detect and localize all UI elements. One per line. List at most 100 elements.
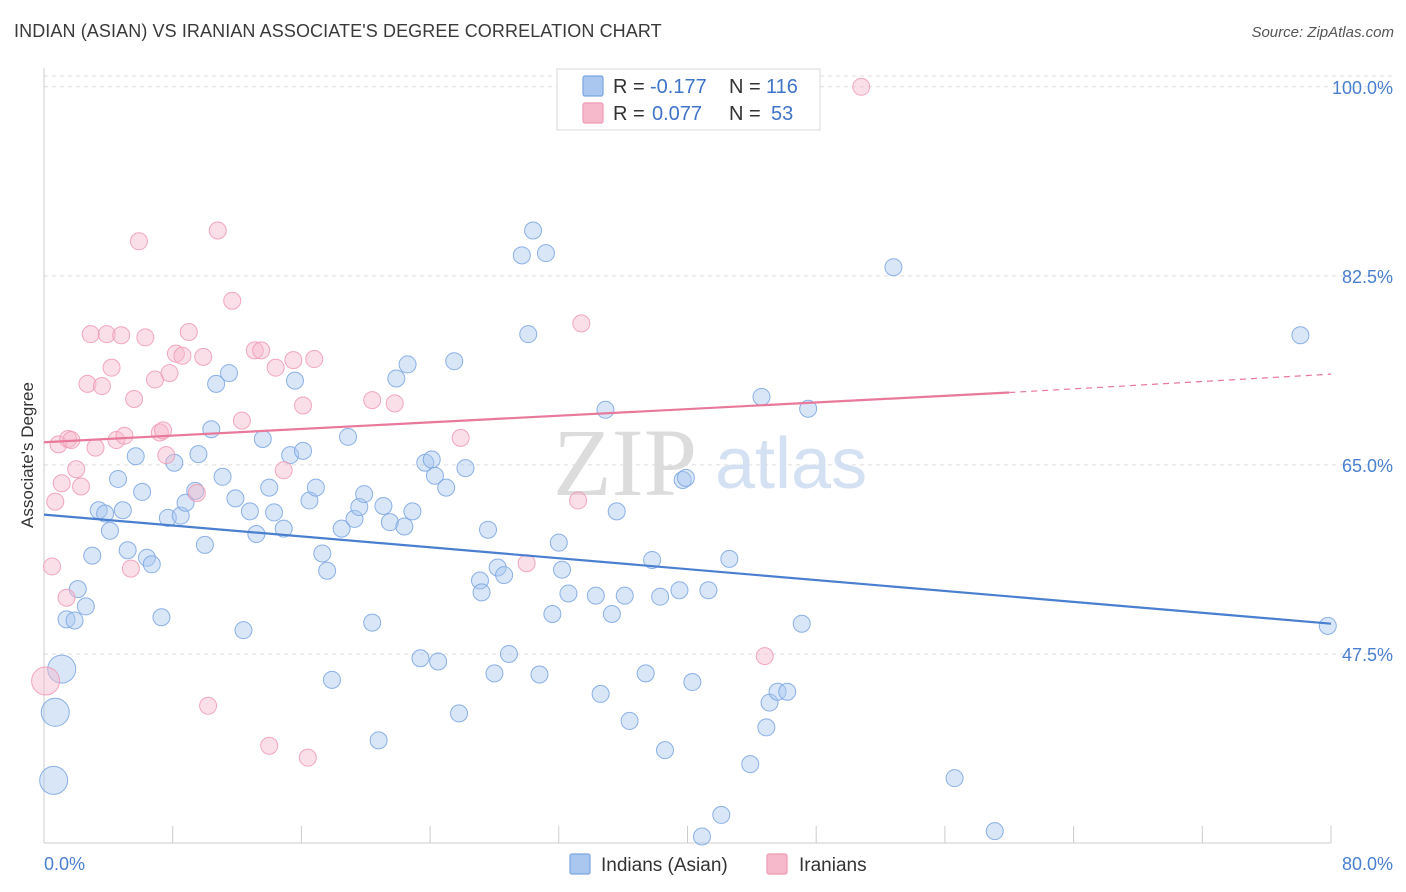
- indians-point-54: [380, 513, 399, 532]
- iranians-point-46: [363, 391, 382, 410]
- indians-point-37: [274, 519, 293, 538]
- trend-lines: [43, 373, 1332, 625]
- indians-point-87: [602, 604, 621, 623]
- indians-point-88: [607, 502, 626, 521]
- iranians-point-18: [115, 426, 134, 445]
- y-tick-label-0: 47.5%: [1342, 645, 1393, 665]
- trend-line-indians: [43, 513, 1332, 625]
- indians-point-28: [213, 467, 232, 486]
- iranians-point-32: [194, 347, 213, 366]
- indians-point-89: [615, 586, 634, 605]
- legend-swatch-iranians: [582, 102, 604, 124]
- indians-point-46: [332, 519, 351, 538]
- indians-point-64: [437, 478, 456, 497]
- indians-point-100: [699, 581, 718, 600]
- indians-point-44: [318, 561, 337, 580]
- indians-point-2: [47, 654, 77, 684]
- indians-point-12: [113, 501, 132, 520]
- indians-point-104: [752, 387, 771, 406]
- indians-point-6: [76, 597, 95, 616]
- indians-point-109: [792, 614, 811, 633]
- indians-point-18: [152, 608, 171, 627]
- indians-point-98: [683, 673, 702, 692]
- indians-point-67: [456, 459, 475, 478]
- indians-point-103: [741, 755, 760, 774]
- indians-point-96: [673, 471, 692, 490]
- legend-r-label-0: R =: [613, 76, 645, 98]
- indians-point-65: [445, 352, 464, 371]
- iranians-point-37: [245, 341, 264, 360]
- iranians-point-14: [97, 325, 116, 344]
- y-tick-label-1: 65.0%: [1342, 456, 1393, 476]
- indians-point-113: [985, 822, 1004, 841]
- indians-point-97: [676, 468, 695, 487]
- indians-point-81: [549, 533, 568, 552]
- legend-n-label-0: N =: [729, 76, 761, 98]
- series-indians-points: [39, 221, 1337, 846]
- iranians-point-29: [173, 346, 192, 365]
- indians-point-4: [65, 611, 84, 630]
- indians-point-86: [596, 400, 615, 419]
- indians-point-63: [429, 652, 448, 671]
- indians-point-69: [472, 583, 491, 602]
- legend-bottom: Indians (Asian) Iranians: [569, 853, 867, 876]
- iranians-point-11: [81, 325, 100, 344]
- iranians-point-22: [136, 328, 155, 347]
- indians-point-78: [530, 665, 549, 684]
- y-tick-label-3: 100.0%: [1332, 78, 1393, 98]
- indians-point-30: [226, 489, 245, 508]
- indians-point-24: [189, 445, 208, 464]
- indians-point-101: [712, 805, 731, 824]
- indians-point-17: [142, 555, 161, 574]
- indians-point-57: [398, 355, 417, 374]
- indians-point-45: [322, 670, 341, 689]
- iranians-point-35: [223, 291, 242, 310]
- indians-point-112: [945, 769, 964, 788]
- indians-point-32: [240, 502, 259, 521]
- x-tick-labels: 0.0% 80.0%: [44, 854, 1393, 874]
- iranians-point-13: [92, 377, 111, 396]
- bottom-legend-label-indians: Indians (Asian): [601, 855, 728, 876]
- indians-point-66: [450, 704, 469, 723]
- indians-point-50: [355, 485, 374, 504]
- iranians-point-10: [78, 374, 97, 393]
- source-label: Source: ZipAtlas.com: [1251, 24, 1394, 41]
- indians-point-94: [655, 741, 674, 760]
- indians-point-71: [485, 664, 504, 683]
- indians-point-14: [126, 447, 145, 466]
- iranians-point-0: [31, 666, 61, 696]
- iranians-point-49: [517, 554, 536, 573]
- iranians-point-45: [305, 350, 324, 369]
- indians-point-108: [778, 682, 797, 701]
- indians-point-85: [591, 684, 610, 703]
- iranians-point-26: [157, 446, 176, 465]
- iranians-point-4: [52, 474, 71, 493]
- legend-r-value-1: 0.077: [652, 103, 702, 125]
- bottom-legend-label-iranians: Iranians: [799, 855, 867, 876]
- iranians-point-20: [125, 390, 144, 409]
- iranians-point-2: [46, 492, 65, 511]
- iranians-point-21: [129, 232, 148, 251]
- indians-point-107: [768, 682, 787, 701]
- indians-point-93: [651, 587, 670, 606]
- legend-n-label-1: N =: [729, 103, 761, 125]
- indians-point-92: [643, 550, 662, 569]
- indians-point-27: [207, 374, 226, 393]
- bottom-legend-swatch-iranians: [766, 853, 788, 875]
- iranians-point-50: [569, 491, 588, 510]
- indians-point-102: [720, 549, 739, 568]
- iranians-point-52: [755, 647, 774, 666]
- iranians-point-33: [199, 696, 218, 715]
- iranians-point-41: [274, 461, 293, 480]
- indians-point-84: [586, 586, 605, 605]
- indians-point-42: [306, 478, 325, 497]
- indians-point-77: [524, 221, 543, 240]
- indians-point-0: [39, 765, 69, 795]
- indians-point-80: [543, 604, 562, 623]
- legend-r-label-1: R =: [613, 103, 645, 125]
- x-tick-label-min: 0.0%: [44, 854, 85, 874]
- legend-swatch-indians: [582, 75, 604, 97]
- legend-r-value-0: -0.177: [650, 76, 707, 98]
- series-iranians-points: [31, 77, 871, 767]
